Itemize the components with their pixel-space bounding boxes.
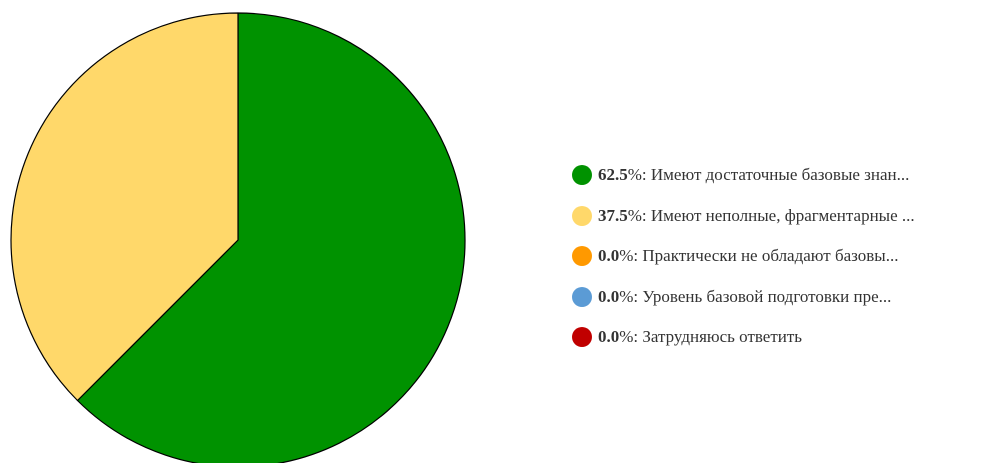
legend-item-2[interactable]: 0.0%: Практически не обладают базовы... <box>572 236 980 277</box>
legend-item-0[interactable]: 62.5%: Имеют достаточные базовые знан... <box>572 155 980 196</box>
legend-percent-3: 0.0 <box>598 286 620 306</box>
pie-slices <box>10 12 466 463</box>
pie-plot-area <box>10 12 466 463</box>
pie-slice-1[interactable] <box>10 12 239 402</box>
legend-percent-1: 37.5 <box>598 205 628 225</box>
legend-percent-2: 0.0 <box>598 246 620 266</box>
legend-label-3: Уровень базовой подготовки пре... <box>642 286 892 306</box>
legend-item-3[interactable]: 0.0%: Уровень базовой подготовки пре... <box>572 277 980 318</box>
legend-marker-2 <box>572 246 592 267</box>
legend-label-2: Практически не обладают базовы... <box>642 246 899 266</box>
legend-marker-0 <box>572 165 592 186</box>
legend-item-4[interactable]: 0.0%: Затрудняюсь ответить <box>572 317 980 358</box>
legend-label-1: Имеют неполные, фрагментарные ... <box>650 205 915 225</box>
legend-marker-3 <box>572 286 592 307</box>
legend-suffix-4: %: <box>619 327 639 347</box>
legend-percent-0: 62.5 <box>598 165 628 185</box>
legend-suffix-3: %: <box>619 286 639 306</box>
legend-suffix-0: %: <box>627 165 647 185</box>
legend-item-1[interactable]: 37.5%: Имеют неполные, фрагментарные ... <box>572 196 980 237</box>
legend-label-0: Имеют достаточные базовые знан... <box>650 165 910 185</box>
legend-suffix-2: %: <box>619 246 639 266</box>
legend-percent-4: 0.0 <box>598 327 620 347</box>
legend-suffix-1: %: <box>627 205 647 225</box>
legend: 62.5%: Имеют достаточные базовые знан...… <box>572 155 980 358</box>
legend-marker-4 <box>572 327 592 348</box>
legend-marker-1 <box>572 205 592 226</box>
pie-slice-0[interactable] <box>76 12 466 463</box>
legend-label-4: Затрудняюсь ответить <box>642 327 803 347</box>
